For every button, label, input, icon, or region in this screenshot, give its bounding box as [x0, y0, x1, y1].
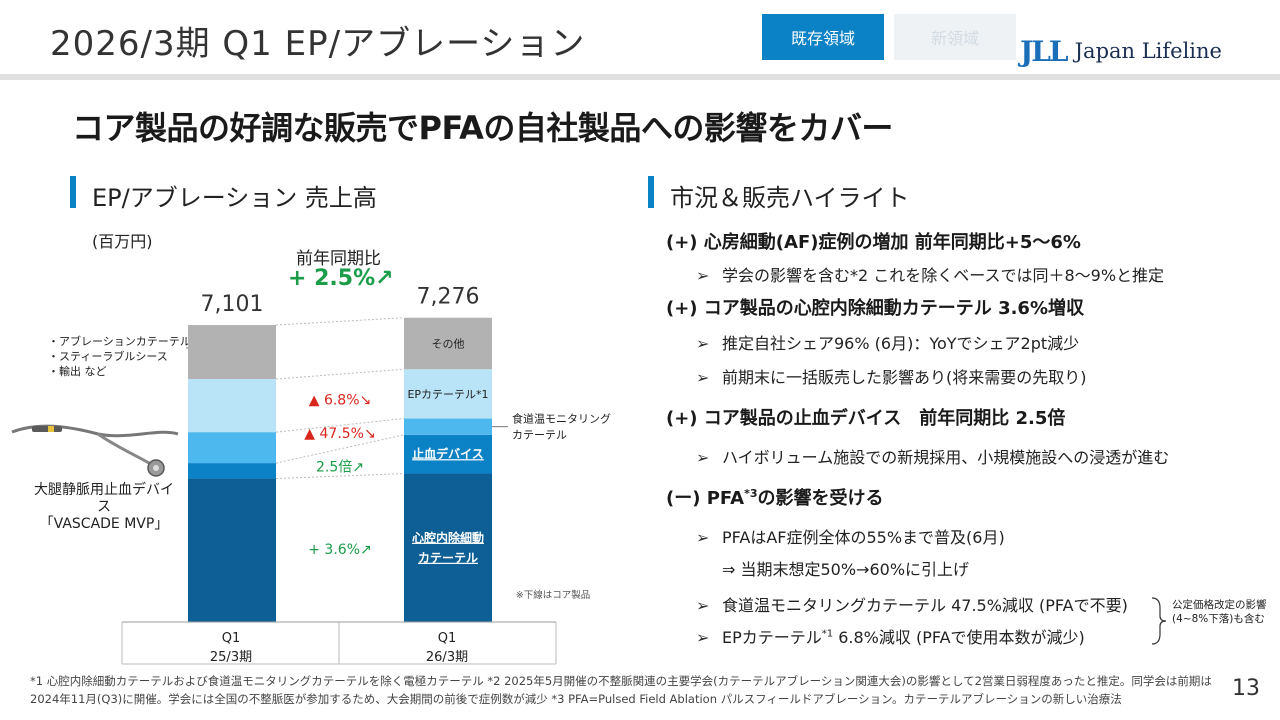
bar-segment: [404, 317, 492, 370]
arrow-bullet-icon: ➢: [696, 528, 710, 547]
slide-headline: コア製品の好調な販売でPFAの自社製品への影響をカバー: [72, 109, 893, 147]
arrow-bullet-icon: ➢: [696, 266, 710, 285]
segment-label: EPカテーテル*1: [407, 388, 488, 401]
highlight-pfa: (ー) PFA*3の影響を受ける: [666, 484, 883, 510]
right-section-title: 市況＆販売ハイライト: [670, 184, 910, 212]
x-tick-label: 25/3期: [210, 650, 252, 665]
highlight-text: 推定自社シェア96% (6月)：YoYでシェア2pt減少: [722, 334, 1080, 353]
highlight-text: の影響を受ける: [757, 488, 884, 509]
total-label: 7,276: [417, 285, 480, 310]
connector-line: [275, 473, 405, 480]
segment-label: 止血デバイス: [412, 446, 484, 461]
bar-segment: [188, 463, 276, 479]
footnotes: *1 心腔内除細動カテーテルおよび食道温モニタリングカテーテルを除く電極カテーテ…: [30, 674, 1212, 706]
highlight-pfa-forecast: ⇒ 当期末想定50%→60%に引上げ: [722, 560, 970, 579]
bar-segment: [188, 325, 276, 380]
tab-new-area[interactable]: 新領域: [894, 14, 1016, 60]
highlight-text: 前期末に一括販売した影響あり(将来需要の先取り): [722, 368, 1087, 387]
callout-label: カテーテル: [512, 429, 567, 442]
change-label: ▲ 47.5%↘: [304, 426, 375, 442]
highlight-text: 6.8%減収 (PFAで使用本数が減少): [833, 628, 1085, 647]
price-revision-note: 公定価格改定の影響(4~8%下落)も含む: [1172, 599, 1267, 625]
bar-segment: [188, 478, 276, 622]
bar-segment: [404, 418, 492, 435]
connector-line: [275, 317, 405, 326]
bar-segment: [188, 432, 276, 464]
company-logo: JLL Japan Lifeline: [1020, 34, 1222, 68]
sales-stacked-bar-chart: 7,101 7,276心腔内除細動カテーテル止血デバイスEPカテーテル*1その他▲…: [121, 285, 611, 665]
bar-segment: [404, 369, 492, 419]
highlight-text: (ー) PFA: [666, 488, 745, 509]
segment-label: その他: [432, 337, 465, 350]
highlight-text: ハイボリューム施設での新規採用、小規模施設への浸透が進む: [722, 448, 1170, 467]
connector-line: [275, 418, 405, 433]
x-tick-label: 26/3期: [426, 650, 468, 665]
header-divider: [0, 74, 1280, 80]
change-label: + 3.6%↗: [308, 542, 371, 558]
yoy-label: 前年同期比: [296, 249, 381, 269]
yoy-value: + 2.5%↗: [288, 266, 394, 291]
segment-label: 心腔内除細動: [412, 530, 484, 545]
left-section-title: EP/アブレーション 売上高: [92, 184, 377, 212]
section-marker-right: [648, 176, 654, 208]
arrow-bullet-icon: ➢: [696, 628, 710, 647]
page-number: 13: [1232, 676, 1260, 701]
highlight-icd-share: ➢ 推定自社シェア96% (6月)：YoYでシェア2pt減少: [696, 330, 1079, 354]
highlight-icd-prebuy: ➢ 前期末に一括販売した影響あり(将来需要の先取り): [696, 364, 1087, 388]
page-title: 2026/3期 Q1 EP/アブレーション: [50, 24, 586, 64]
segment-label: カテーテル: [418, 551, 478, 565]
callout-label: 食道温モニタリング: [512, 412, 611, 426]
brace-icon: [1151, 597, 1167, 645]
device-label-line1: 大腿静脈用止血デバイス: [34, 482, 174, 515]
logo-text: Japan Lifeline: [1074, 39, 1222, 63]
highlight-hemostasis: (+) コア製品の止血デバイス 前年同期比 2.5倍: [666, 408, 1066, 429]
vascade-device-illustration: [11, 424, 179, 477]
highlight-hemostasis-detail: ➢ ハイボリューム施設での新規採用、小規模施設への浸透が進む: [696, 444, 1169, 468]
list-item: ・スティーラブルシース: [48, 350, 168, 363]
highlight-text: 食道温モニタリングカテーテル 47.5%減収 (PFAで不要): [722, 596, 1128, 615]
highlight-icd-catheter: (+) コア製品の心腔内除細動カテーテル 3.6%増収: [666, 298, 1084, 319]
list-item: ・輸出 など: [48, 365, 107, 378]
change-label: ▲ 6.8%↘: [309, 393, 372, 409]
arrow-bullet-icon: ➢: [696, 448, 710, 467]
footnote-ref: *3: [744, 487, 758, 500]
chart-labels: 7,101 7,276心腔内除細動カテーテル止血デバイスEPカテーテル*1その他▲…: [186, 285, 611, 601]
chart-axis: Q1 25/3期 Q1 26/3期: [121, 621, 557, 665]
highlight-text: EPカテーテル: [722, 628, 822, 647]
device-label-line2: 「VASCADE MVP」: [39, 516, 169, 532]
arrow-bullet-icon: ➢: [696, 596, 710, 615]
chart-bars: [188, 317, 492, 622]
highlight-esophageal: ➢ 食道温モニタリングカテーテル 47.5%減収 (PFAで不要): [696, 592, 1128, 616]
x-tick-label: Q1: [222, 631, 241, 646]
chart-unit: (百万円): [92, 232, 153, 251]
bar-segment: [404, 473, 492, 622]
total-label: 7,101: [201, 292, 264, 317]
bar-segment: [404, 434, 492, 474]
highlight-af-detail: ➢ 学会の影響を含む*2 これを除くベースでは同＋8～9%と推定: [696, 262, 1164, 286]
device-label: 大腿静脈用止血デバイス 「VASCADE MVP」: [28, 482, 180, 533]
arrow-bullet-icon: ➢: [696, 334, 710, 353]
highlight-af-cases: (+) 心房細動(AF)症例の増加 前年同期比+5～6%: [666, 232, 1081, 253]
tab-existing-area[interactable]: 既存領域: [762, 14, 884, 60]
change-label: 2.5倍↗: [316, 460, 364, 476]
logo-mark: JLL: [1020, 34, 1069, 68]
x-tick-label: Q1: [438, 631, 457, 646]
highlight-text: PFAはAF症例全体の55%まで普及(6月): [722, 528, 1005, 547]
chart-connectors: [275, 317, 405, 480]
highlight-pfa-share: ➢ PFAはAF症例全体の55%まで普及(6月): [696, 524, 1005, 548]
connector-line: [275, 434, 405, 464]
section-marker-left: [70, 176, 76, 208]
other-breakdown-list: ・アブレーションカテーテル ・スティーラブルシース ・輸出 など: [48, 334, 191, 379]
highlight-ep-catheter: ➢ EPカテーテル*1 6.8%減収 (PFAで使用本数が減少): [696, 624, 1085, 648]
footnote-ref: *1: [821, 628, 834, 640]
list-item: ・アブレーションカテーテル: [48, 335, 191, 348]
core-products-note: ※下線はコア製品: [516, 589, 590, 601]
connector-line: [275, 368, 405, 380]
highlight-text: 学会の影響を含む*2 これを除くベースでは同＋8～9%と推定: [722, 266, 1165, 285]
bar-segment: [188, 379, 276, 433]
arrow-bullet-icon: ➢: [696, 368, 710, 387]
